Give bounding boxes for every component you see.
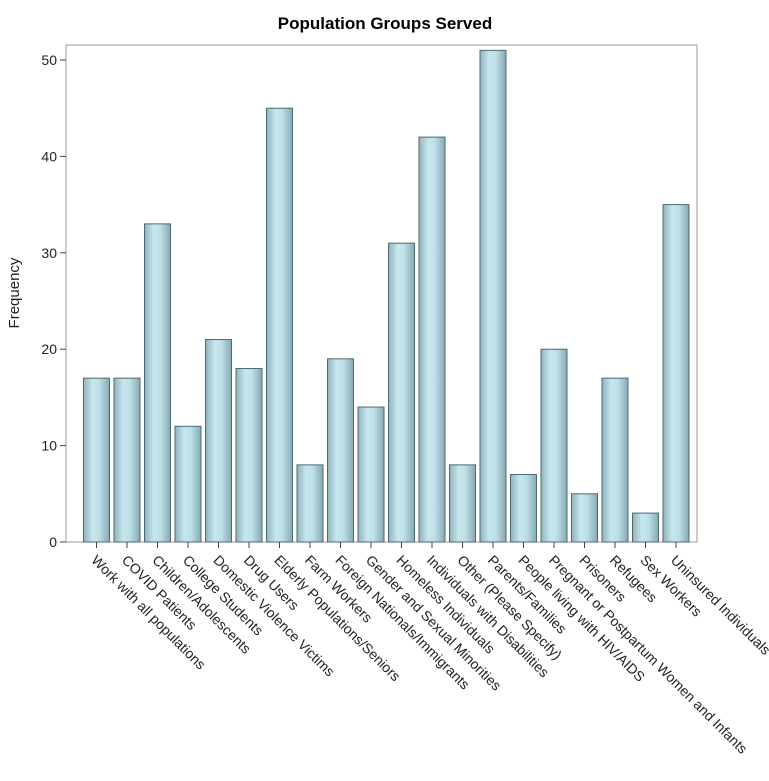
bar-2	[144, 223, 171, 543]
bar-7	[296, 464, 324, 543]
bar-12	[449, 464, 476, 543]
bar-15	[540, 348, 568, 543]
bar-5	[235, 367, 263, 543]
bar-8	[327, 358, 354, 543]
y-tick-label-4: 40	[41, 148, 57, 164]
y-axis: 0 10 20 30 40 50	[41, 52, 66, 550]
bar-13	[479, 49, 507, 543]
bar-19	[662, 204, 690, 543]
y-axis-label: Frequency	[6, 257, 23, 328]
bar-0	[83, 377, 110, 543]
bar-18	[632, 512, 659, 543]
bar-11	[418, 136, 446, 543]
y-tick-label-3: 30	[41, 245, 57, 261]
y-tick-label-5: 50	[41, 52, 57, 68]
bar-10	[388, 242, 415, 543]
bar-14	[510, 474, 537, 543]
bars-group	[83, 49, 690, 543]
bar-17	[601, 377, 629, 543]
y-tick-label-2: 20	[41, 341, 57, 357]
y-tick-label-0: 0	[49, 534, 57, 550]
bar-4	[205, 339, 232, 543]
bar-16	[571, 493, 598, 543]
bar-1	[113, 377, 141, 543]
chart-title: Population Groups Served	[278, 14, 492, 33]
bar-3	[174, 425, 202, 543]
bar-9	[357, 406, 385, 543]
y-tick-label-1: 10	[41, 438, 57, 454]
bar-6	[266, 107, 293, 543]
